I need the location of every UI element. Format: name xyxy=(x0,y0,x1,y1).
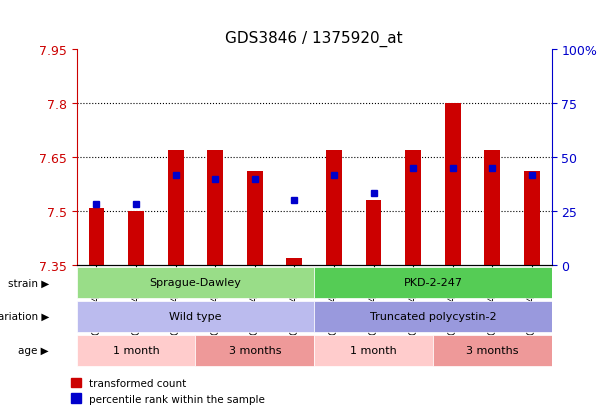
FancyBboxPatch shape xyxy=(433,335,552,366)
FancyBboxPatch shape xyxy=(314,335,433,366)
Bar xyxy=(286,259,302,266)
Text: Wild type: Wild type xyxy=(169,312,222,322)
Text: 3 months: 3 months xyxy=(229,346,281,356)
Text: genotype/variation ▶: genotype/variation ▶ xyxy=(0,312,49,322)
Bar xyxy=(128,211,144,266)
Legend: transformed count, percentile rank within the sample: transformed count, percentile rank withi… xyxy=(66,374,270,408)
FancyBboxPatch shape xyxy=(77,267,314,298)
FancyBboxPatch shape xyxy=(77,335,196,366)
Bar xyxy=(247,172,263,266)
Bar xyxy=(207,150,223,266)
Bar xyxy=(168,150,183,266)
Title: GDS3846 / 1375920_at: GDS3846 / 1375920_at xyxy=(226,31,403,47)
Bar xyxy=(365,201,381,266)
Bar xyxy=(524,172,540,266)
FancyBboxPatch shape xyxy=(314,301,552,332)
FancyBboxPatch shape xyxy=(77,301,314,332)
Bar xyxy=(484,150,500,266)
Bar xyxy=(445,104,460,266)
Text: Sprague-Dawley: Sprague-Dawley xyxy=(150,278,242,287)
Text: Truncated polycystin-2: Truncated polycystin-2 xyxy=(370,312,497,322)
Text: 1 month: 1 month xyxy=(113,346,159,356)
Bar xyxy=(326,150,342,266)
FancyBboxPatch shape xyxy=(196,335,314,366)
Text: 1 month: 1 month xyxy=(350,346,397,356)
Bar xyxy=(88,208,104,266)
FancyBboxPatch shape xyxy=(314,267,552,298)
Text: strain ▶: strain ▶ xyxy=(8,278,49,287)
Text: age ▶: age ▶ xyxy=(18,346,49,356)
Text: 3 months: 3 months xyxy=(466,346,519,356)
Text: PKD-2-247: PKD-2-247 xyxy=(403,278,462,287)
Bar xyxy=(405,150,421,266)
